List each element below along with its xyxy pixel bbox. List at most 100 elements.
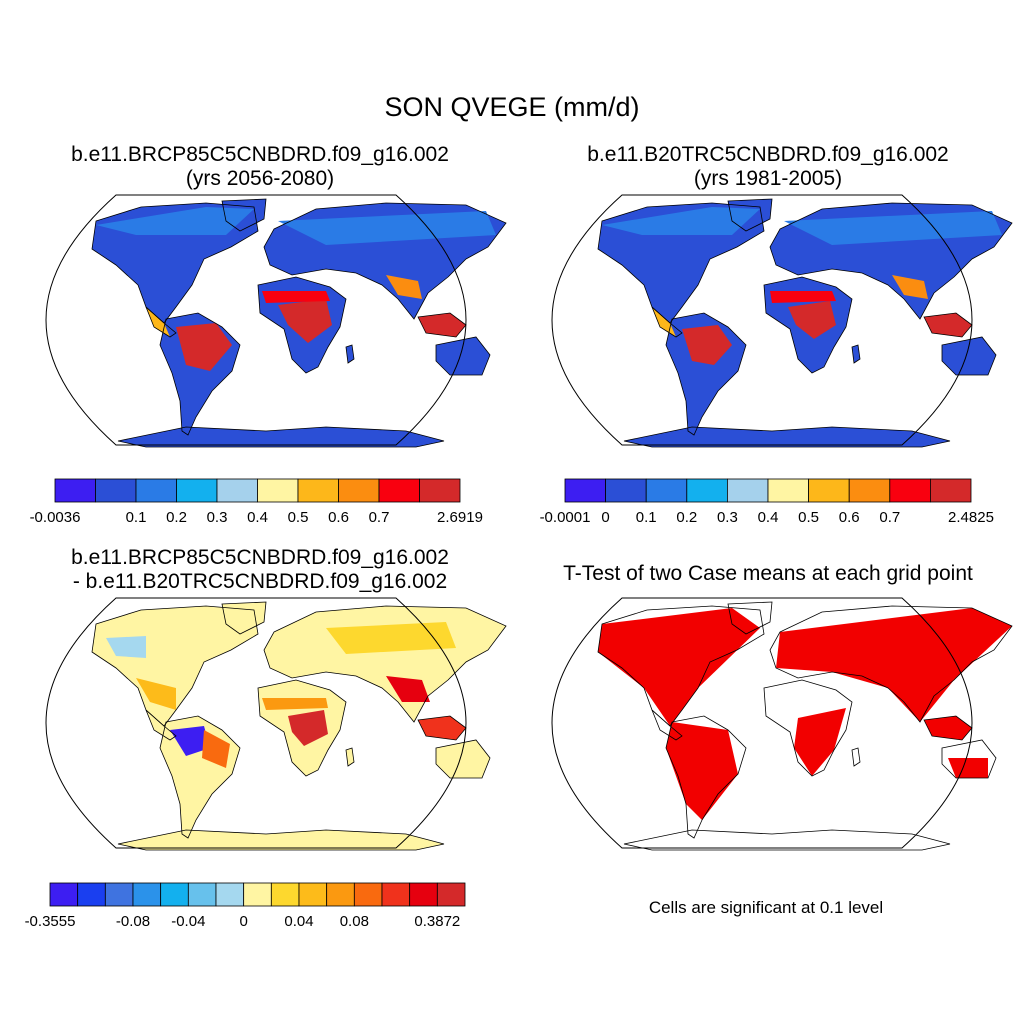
field-region-2-8 (784, 211, 1002, 245)
colorbar-1-label-9: 2.6919 (437, 509, 483, 526)
field-region-2-4 (892, 275, 928, 299)
field-region-1-1 (176, 323, 232, 371)
colorbar-3-swatch-4 (132, 882, 162, 907)
colorbar-1-swatch-10 (419, 478, 461, 503)
colorbar-1-label-8: 0.7 (369, 509, 390, 526)
colorbar-1-label-7: 0.6 (328, 509, 349, 526)
colorbar-2-label-8: 0.6 (839, 509, 860, 526)
field-region-2-3 (924, 313, 972, 337)
map-panel-1 (45, 194, 507, 448)
colorbar-3-swatch-6 (187, 882, 217, 907)
colorbar-3-label-6: 0.08 (340, 913, 369, 930)
field-region-3-3 (288, 710, 328, 746)
panel-title-2-line1: b.e11.B20TRC5CNBDRD.f09_g16.002 (587, 143, 949, 166)
field-region-1-7 (96, 207, 254, 235)
field-region-2-1 (682, 325, 732, 365)
panel-title-3-line2: - b.e11.B20TRC5CNBDRD.f09_g16.002 (72, 570, 448, 593)
map-panel-3 (45, 597, 507, 851)
field-region-3-7 (136, 678, 176, 710)
colorbar-3-label-4: 0 (239, 913, 247, 930)
field-region-4-2 (666, 722, 738, 820)
colorbar-1-label-2: 0.1 (126, 509, 147, 526)
colorbar-2-swatch-1 (564, 478, 606, 503)
colorbar-2-swatch-5 (727, 478, 769, 503)
field-region-1-5 (262, 291, 330, 303)
panel-title-1-line1: b.e11.BRCP85C5CNBDRD.f09_g16.002 (71, 143, 449, 166)
colorbar-3-swatch-9 (270, 882, 300, 907)
panel-title-1-line2: (yrs 2056-2080) (185, 167, 335, 190)
panel-title-2-line2: (yrs 1981-2005) (693, 167, 843, 190)
field-region-3-1 (170, 726, 210, 756)
colorbar-1-label-6: 0.5 (288, 509, 309, 526)
colorbar-2-swatch-3 (645, 478, 688, 503)
colorbar-2-swatch-9 (889, 478, 931, 503)
colorbar-1-swatch-6 (257, 478, 299, 503)
colorbar-2-swatch-4 (686, 478, 728, 503)
panel-title-1: b.e11.BRCP85C5CNBDRD.f09_g16.002 (yrs 20… (4, 143, 516, 191)
panel-title-2: b.e11.B20TRC5CNBDRD.f09_g16.002 (yrs 198… (512, 143, 1024, 191)
colorbar-1-swatch-8 (338, 478, 380, 503)
colorbar-1-swatch-7 (297, 478, 339, 503)
colorbar-2-swatch-8 (848, 478, 891, 503)
colorbar-3-swatch-8 (243, 882, 272, 907)
field-region-3-9 (326, 622, 456, 654)
colorbar-3-label-5: 0.04 (284, 913, 313, 930)
field-region-1-4 (386, 275, 422, 299)
colorbar-2: -0.0001 0 0.1 0.2 0.3 0.4 0.5 0.6 0.7 2.4825 (540, 478, 994, 526)
colorbar-3-label-7: 0.3872 (414, 913, 460, 930)
colorbar-3-swatch-1 (49, 882, 79, 907)
colorbar-2-swatch-7 (808, 478, 850, 503)
colorbar-1-label-5: 0.4 (247, 509, 268, 526)
colorbar-1-label-3: 0.2 (166, 509, 187, 526)
field-region-1-6 (146, 307, 170, 337)
colorbar-1-swatch-5 (216, 478, 258, 503)
field-region-1-8 (278, 211, 496, 245)
colorbar-1-label-4: 0.3 (207, 509, 228, 526)
field-region-2-6 (652, 307, 676, 337)
colorbar-2-swatch-10 (930, 478, 972, 503)
colorbar-2-label-9: 0.7 (879, 509, 900, 526)
field-region-4-3 (776, 608, 1012, 722)
field-region-3-6 (262, 698, 328, 710)
colorbar-2-swatch-2 (605, 478, 647, 503)
significance-note: Cells are significant at 0.1 level (648, 898, 884, 917)
colorbar-1-swatch-2 (95, 478, 137, 503)
colorbar-3-swatch-12 (353, 882, 383, 907)
field-region-2-5 (770, 291, 836, 303)
colorbar-1-swatch-9 (378, 478, 420, 503)
field-region-3-4 (386, 676, 430, 702)
panel-title-4-line1: T-Test of two Case means at each grid po… (563, 562, 973, 585)
colorbar-2-label-1: -0.0001 (540, 509, 591, 526)
panel-title-4: T-Test of two Case means at each grid po… (512, 562, 1024, 586)
colorbar-3-swatch-10 (298, 882, 328, 907)
field-region-2-7 (602, 207, 760, 235)
colorbar-3-label-3: -0.04 (171, 913, 205, 930)
colorbar-2-label-7: 0.5 (798, 509, 819, 526)
colorbar-3-label-1: -0.3555 (25, 913, 76, 930)
panel-title-3-line1: b.e11.BRCP85C5CNBDRD.f09_g16.002 (71, 546, 449, 569)
field-region-4-6 (948, 758, 988, 778)
field-region-2-2 (788, 301, 836, 339)
field-region-4-4 (794, 708, 846, 776)
field-region-3-5 (418, 716, 466, 740)
field-region-3-2 (202, 730, 230, 768)
panel-title-3: b.e11.BRCP85C5CNBDRD.f09_g16.002 - b.e11… (4, 546, 516, 594)
colorbar-3-label-2: -0.08 (116, 913, 150, 930)
colorbar-3-swatch-14 (409, 882, 438, 907)
field-region-4-1 (598, 608, 760, 726)
colorbar-1-label-1: -0.0036 (30, 509, 81, 526)
colorbar-3-swatch-11 (326, 882, 355, 907)
colorbar-1-swatch-4 (176, 478, 218, 503)
colorbar-2-label-10: 2.4825 (948, 509, 994, 526)
colorbar-3-swatch-3 (104, 882, 134, 907)
colorbar-1-swatch-1 (54, 478, 96, 503)
colorbar-2-swatch-6 (767, 478, 809, 503)
colorbar-1-swatch-3 (135, 478, 177, 503)
colorbar-3-swatch-13 (381, 882, 411, 907)
colorbar-3: -0.3555 -0.08 -0.04 0 0.04 0.08 0.3872 (25, 882, 466, 930)
colorbar-2-label-6: 0.4 (758, 509, 779, 526)
colorbar-3-swatch-5 (160, 882, 189, 907)
main-title: SON QVEGE (mm/d) (384, 92, 640, 122)
colorbar-1: -0.0036 0.1 0.2 0.3 0.4 0.5 0.6 0.7 2.6919 (30, 478, 483, 526)
